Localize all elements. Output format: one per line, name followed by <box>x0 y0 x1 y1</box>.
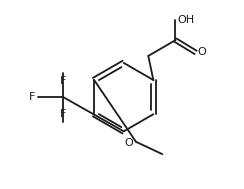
Text: O: O <box>198 46 206 57</box>
Text: F: F <box>60 108 66 119</box>
Text: F: F <box>29 92 35 102</box>
Text: OH: OH <box>178 15 195 25</box>
Text: O: O <box>125 138 133 148</box>
Text: F: F <box>60 76 66 86</box>
